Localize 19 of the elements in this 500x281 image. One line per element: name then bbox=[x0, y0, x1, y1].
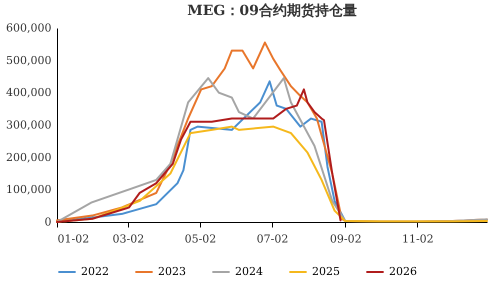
y-tick-label: 600,000 bbox=[6, 22, 52, 34]
legend-label: 2026 bbox=[389, 265, 417, 278]
chart-title: MEG：09合约期货持仓量 bbox=[187, 3, 357, 19]
legend-label: 2025 bbox=[312, 265, 340, 278]
x-tick-label: 07-02 bbox=[256, 232, 288, 246]
y-tick-label: 500,000 bbox=[6, 54, 52, 67]
y-tick-label: 100,000 bbox=[6, 183, 52, 196]
x-tick-label: 05-02 bbox=[184, 232, 216, 246]
legend-label: 2022 bbox=[81, 265, 109, 278]
x-tick-label: 01-02 bbox=[58, 232, 90, 246]
x-tick-label: 03-02 bbox=[112, 232, 144, 246]
y-tick-label: 400,000 bbox=[6, 86, 52, 100]
x-tick-label: 11-02 bbox=[402, 232, 434, 246]
y-tick-label: 300,000 bbox=[6, 118, 52, 132]
legend-label: 2024 bbox=[235, 265, 263, 278]
y-tick-label: 0 bbox=[44, 216, 52, 228]
y-tick-label: 200,000 bbox=[6, 150, 52, 164]
x-tick-label: 09-02 bbox=[330, 232, 362, 246]
legend-label: 2023 bbox=[158, 265, 186, 278]
